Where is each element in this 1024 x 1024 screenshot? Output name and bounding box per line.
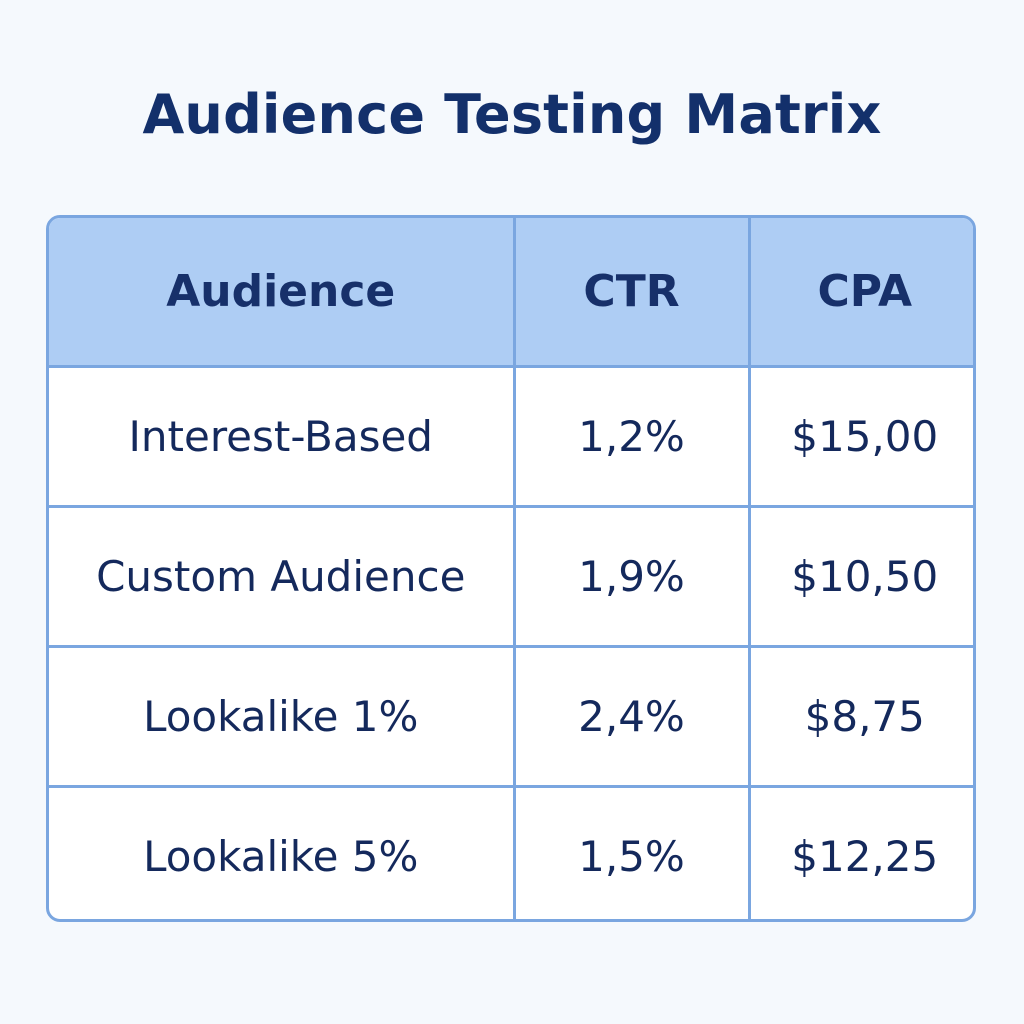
column-header-ctr: CTR	[512, 218, 751, 368]
column-header-audience: Audience	[49, 218, 516, 368]
cell-ctr: 2,4%	[512, 644, 751, 788]
table-row: Lookalike 5% 1,5% $12,25	[49, 784, 973, 919]
cell-cpa: $12,25	[747, 784, 973, 919]
table-row: Custom Audience 1,9% $10,50	[49, 504, 973, 648]
cell-audience: Custom Audience	[49, 504, 516, 648]
cell-cpa: $10,50	[747, 504, 973, 648]
table-header-row: Audience CTR CPA	[49, 218, 973, 368]
page-title: Audience Testing Matrix	[142, 83, 882, 146]
cell-audience: Interest-Based	[49, 364, 516, 508]
cell-audience: Lookalike 5%	[49, 784, 516, 919]
table-row: Interest-Based 1,2% $15,00	[49, 364, 973, 508]
column-header-cpa: CPA	[747, 218, 973, 368]
audience-testing-table: Audience CTR CPA Interest-Based 1,2% $15…	[46, 215, 976, 922]
cell-ctr: 1,9%	[512, 504, 751, 648]
cell-ctr: 1,5%	[512, 784, 751, 919]
cell-ctr: 1,2%	[512, 364, 751, 508]
cell-cpa: $15,00	[747, 364, 973, 508]
cell-audience: Lookalike 1%	[49, 644, 516, 788]
data-table: Audience CTR CPA Interest-Based 1,2% $15…	[49, 218, 973, 919]
cell-cpa: $8,75	[747, 644, 973, 788]
table-row: Lookalike 1% 2,4% $8,75	[49, 644, 973, 788]
